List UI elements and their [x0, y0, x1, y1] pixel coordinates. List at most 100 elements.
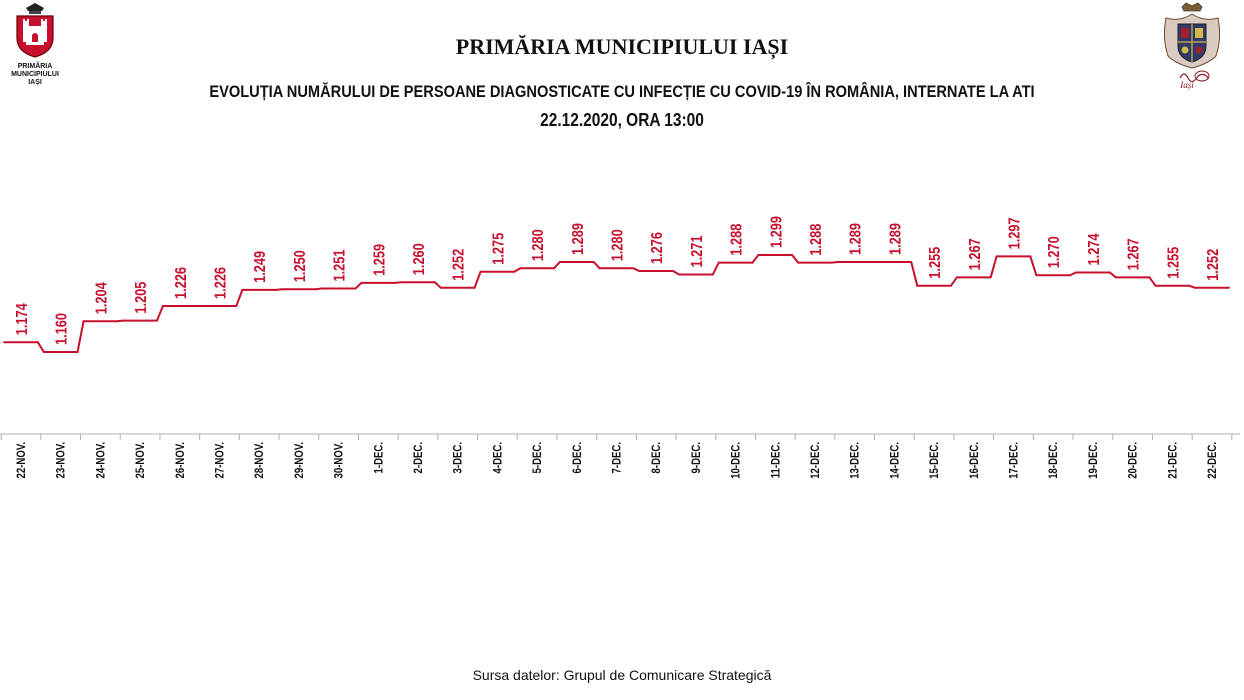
line-segment: [235, 288, 244, 307]
left-logo-caption: PRIMĂRIA MUNICIPIULUI IAȘI: [11, 63, 59, 86]
line-segment: [989, 255, 998, 279]
data-label: 1.267: [967, 238, 985, 270]
line-segment: [394, 281, 403, 284]
data-label: 1.297: [1006, 217, 1024, 249]
x-tick-label: 26-NOV.: [174, 442, 187, 478]
x-tick-label: 2-DEC.: [412, 442, 425, 473]
left-logo: PRIMĂRIA MUNICIPIULUI IAȘI: [6, 2, 64, 87]
x-tick-label: 5-DEC.: [531, 442, 544, 473]
line-segment: [592, 260, 601, 270]
x-tick-label: 7-DEC.: [611, 442, 624, 473]
x-tick-label: 22-NOV.: [15, 442, 28, 478]
data-label: 1.260: [411, 243, 429, 275]
line-segment: [830, 260, 839, 264]
chart-subtitle: EVOLUȚIA NUMĂRULUI DE PERSOANE DIAGNOSTI…: [209, 82, 1035, 101]
line-segment: [1108, 271, 1117, 279]
x-tick-label: 3-DEC.: [452, 442, 465, 473]
page-title: PRIMĂRIA MUNICIPIULUI IAȘI: [455, 34, 789, 59]
x-tick-label: 19-DEC.: [1087, 442, 1100, 479]
data-label: 1.280: [609, 229, 627, 261]
data-label: 1.289: [847, 223, 865, 255]
line-segment: [711, 261, 720, 276]
data-label: 1.204: [93, 282, 111, 314]
line-segment: [36, 341, 45, 353]
line-segment: [433, 281, 442, 289]
iasi-heraldic-emblem-icon: [1163, 2, 1221, 83]
line-segment: [275, 288, 284, 291]
line-segment: [672, 270, 681, 276]
x-tick-label: 12-DEC.: [809, 442, 822, 479]
x-tick-labels-group: 22-NOV. 23-NOV. 24-NOV. 25-NOV. 26-NOV. 27-NO…: [15, 442, 1219, 479]
data-label: 1.160: [53, 313, 71, 345]
line-segment: [314, 287, 323, 291]
data-source-note: Sursa datelor: Grupul de Comunicare Stra…: [472, 667, 772, 683]
data-label: 1.270: [1046, 236, 1064, 268]
data-label: 1.252: [450, 249, 468, 281]
data-labels-group: 1.174 1.160 1.204 1.205 1.226 1.226 1.249 1.250…: [14, 216, 1223, 345]
x-tick-label: 25-NOV.: [134, 442, 147, 478]
right-logo: Iași: [1160, 2, 1224, 98]
data-label: 1.249: [252, 251, 270, 283]
data-label: 1.271: [689, 236, 707, 268]
data-label: 1.174: [14, 303, 32, 335]
data-label: 1.288: [808, 224, 826, 256]
x-tick-label: 16-DEC.: [968, 442, 981, 479]
data-label: 1.251: [331, 249, 349, 281]
series-line-group: [3, 254, 1230, 353]
x-tick-label: 22-DEC.: [1206, 442, 1219, 479]
line-segment: [473, 270, 482, 289]
x-tick-label: 11-DEC.: [769, 442, 782, 478]
data-label: 1.299: [768, 216, 786, 248]
line-segment: [513, 267, 522, 273]
data-label: 1.267: [1125, 238, 1143, 270]
line-segment: [1148, 276, 1157, 287]
x-tick-label: 13-DEC.: [849, 442, 862, 479]
line-segment: [1069, 271, 1078, 277]
line-segment: [354, 281, 363, 290]
data-label: 1.255: [927, 247, 945, 279]
x-tick-label: 21-DEC.: [1166, 442, 1179, 479]
x-tick-label: 29-NOV.: [293, 442, 306, 478]
line-segment: [552, 260, 561, 270]
data-label: 1.226: [212, 267, 230, 299]
line-segment: [751, 254, 760, 264]
x-tick-label: 4-DEC.: [491, 442, 504, 473]
data-label: 1.259: [371, 244, 389, 276]
x-tick-label: 15-DEC.: [928, 442, 941, 479]
data-label: 1.252: [1205, 249, 1223, 281]
x-axis: [0, 433, 1240, 440]
x-tick-label: 8-DEC.: [650, 442, 663, 473]
data-label: 1.275: [490, 233, 508, 265]
line-segment: [1029, 255, 1038, 277]
right-logo-text: Iași: [1180, 80, 1194, 90]
x-tick-label: 24-NOV.: [94, 442, 107, 478]
data-label: 1.250: [292, 250, 310, 282]
x-tick-label: 23-NOV.: [55, 442, 68, 478]
data-label: 1.280: [530, 229, 548, 261]
data-label: 1.289: [887, 223, 905, 255]
data-label: 1.289: [570, 223, 588, 255]
x-tick-label: 20-DEC.: [1127, 442, 1140, 479]
x-tick-label: 6-DEC.: [571, 442, 584, 473]
x-tick-label: 27-NOV.: [214, 442, 227, 478]
x-tick-label: 18-DEC.: [1047, 442, 1060, 479]
x-tick-label: 1-DEC.: [372, 442, 385, 473]
data-label: 1.276: [649, 232, 667, 264]
data-label: 1.255: [1165, 247, 1183, 279]
line-segment: [632, 267, 641, 273]
x-tick-label: 9-DEC.: [690, 442, 703, 473]
x-tick-label: 17-DEC.: [1008, 442, 1021, 479]
x-tick-label: 10-DEC.: [730, 442, 743, 479]
data-label: 1.274: [1086, 233, 1104, 265]
line-segment: [155, 304, 164, 322]
line-segment: [76, 320, 85, 353]
line-segment: [1188, 284, 1197, 289]
x-tick-label: 14-DEC.: [888, 442, 901, 479]
data-label: 1.288: [728, 224, 746, 256]
x-tick-label: 30-NOV.: [333, 442, 346, 478]
city-coat-of-arms-icon: [16, 3, 54, 58]
line-segment: [910, 260, 919, 287]
line-segment: [791, 254, 800, 264]
data-label: 1.205: [133, 282, 151, 314]
